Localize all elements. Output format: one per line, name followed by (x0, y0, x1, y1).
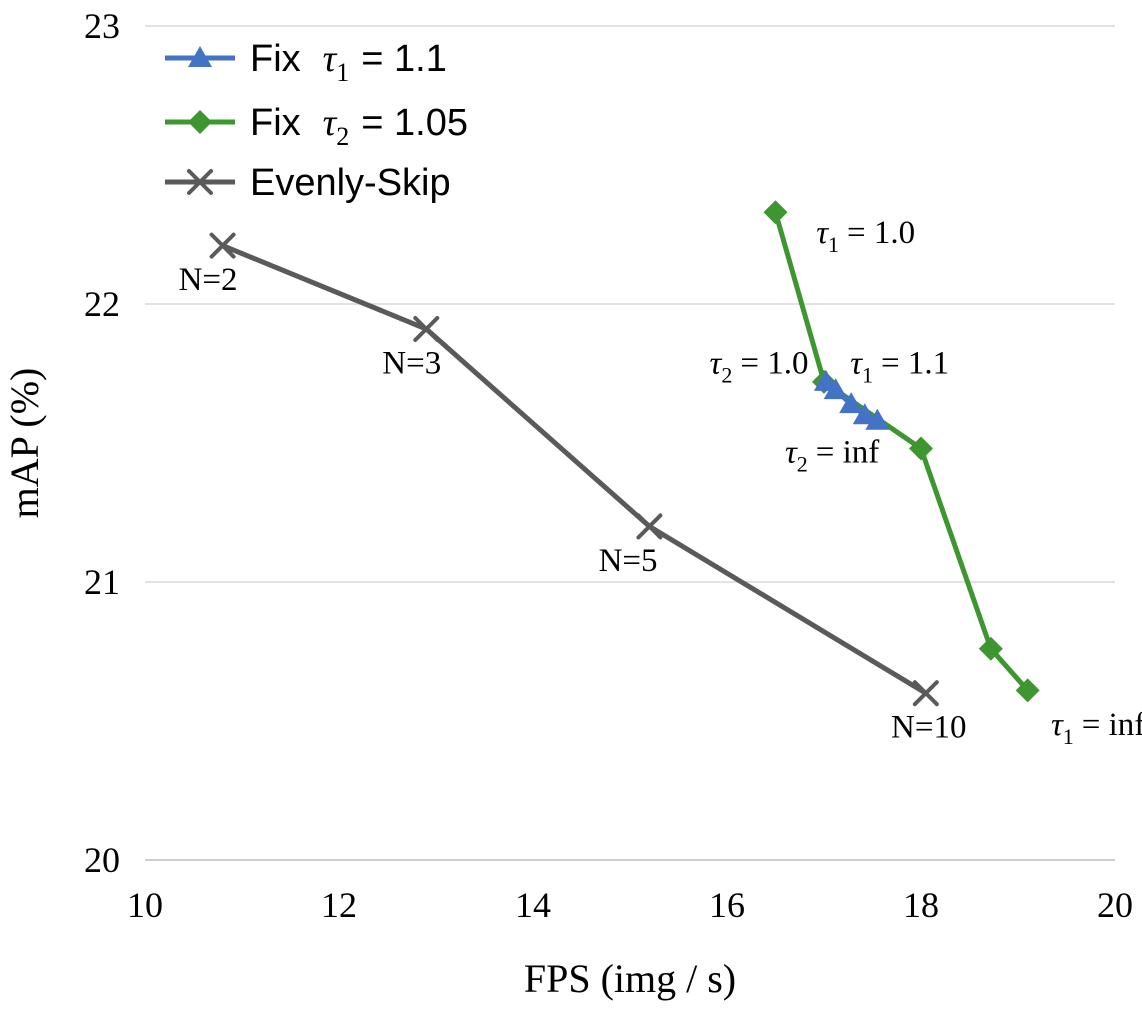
tau-subscript: 2 (797, 451, 808, 476)
tau-value: = inf (816, 434, 880, 470)
marker-x-stroke (912, 680, 939, 707)
tau-subscript: 1 (862, 363, 873, 388)
tau-symbol: τ (323, 102, 338, 144)
y-tick-label: 23 (84, 6, 120, 46)
x-tick-label: 20 (1097, 885, 1133, 925)
data-point (763, 200, 788, 225)
data-point (978, 636, 1003, 661)
data-point (209, 232, 236, 259)
data-point (909, 436, 933, 461)
x-axis-title: FPS (img / s) (524, 956, 736, 1001)
grid-lines (145, 25, 1115, 861)
data-point (1015, 678, 1040, 703)
annotation-label: N=10 (891, 710, 966, 746)
x-tick-label: 18 (903, 885, 939, 925)
annotation-label: τ2 = inf (785, 434, 879, 476)
tau-symbol: τ (785, 434, 798, 470)
data-point (839, 392, 864, 414)
tau-symbol: τ (1051, 707, 1064, 743)
legend-prefix: Fix (250, 38, 301, 80)
legend-value: = 1.1 (361, 38, 447, 80)
annotation-label: τ2 = 1.0 (710, 346, 809, 388)
tau-symbol: τ (323, 38, 338, 80)
data-point (413, 316, 440, 343)
tau-subscript: 2 (721, 363, 732, 388)
series-triangle (813, 369, 890, 430)
tau-value: = 1.0 (740, 346, 808, 382)
annotation-label: τ1 = inf (1051, 707, 1142, 749)
legend-label: Fix τ2 = 1.05 (250, 102, 468, 151)
series-line (773, 211, 1030, 693)
series-diamond (763, 200, 1040, 703)
x-tick-label: 10 (127, 885, 163, 925)
tau-value: = 1.0 (847, 215, 915, 251)
legend-value: = 1.05 (361, 102, 468, 144)
legend-marker (187, 169, 213, 195)
legend-item: Fix τ1 = 1.1 (165, 38, 447, 87)
y-axis-title: mAP (%) (2, 368, 47, 519)
annotation-label: τ1 = 1.0 (816, 215, 915, 257)
legend-marker (188, 46, 212, 67)
tau-symbol: τ (850, 346, 863, 382)
series-x (209, 232, 939, 707)
tau-subscript: 1 (828, 232, 839, 257)
data-point (865, 408, 890, 430)
annotation-label: τ1 = 1.1 (850, 346, 949, 388)
annotation-label: N=2 (179, 262, 238, 298)
marker-x-stroke (413, 316, 440, 343)
legend-marker (188, 110, 212, 134)
y-tick-label: 22 (84, 284, 120, 324)
annotation-label: N=3 (382, 346, 441, 382)
data-point (823, 378, 848, 400)
tau-subscript: 1 (336, 58, 349, 87)
y-tick-label: 21 (84, 562, 120, 602)
tau-value: = inf (1082, 707, 1142, 743)
marker-x-stroke (636, 513, 663, 540)
marker-x-stroke (209, 232, 236, 259)
annotation-label: N=5 (599, 543, 658, 579)
legend-prefix: Fix (250, 102, 301, 144)
series-line (221, 243, 928, 696)
legend-prefix: Evenly-Skip (250, 162, 451, 204)
data-point (912, 680, 939, 707)
x-tick-label: 14 (515, 885, 551, 925)
tau-subscript: 2 (336, 122, 349, 151)
x-tick-label: 12 (321, 885, 357, 925)
tau-subscript: 1 (1063, 724, 1074, 749)
x-tick-label: 16 (709, 885, 745, 925)
tau-symbol: τ (816, 215, 829, 251)
legend-label: Evenly-Skip (250, 162, 451, 204)
tau-symbol: τ (710, 346, 723, 382)
legend-item: Evenly-Skip (165, 162, 451, 204)
legend-label: Fix τ1 = 1.1 (250, 38, 447, 87)
tau-value: = 1.1 (881, 346, 949, 382)
y-tick-label: 20 (84, 840, 120, 880)
data-point (852, 403, 877, 425)
series-layer (209, 200, 1040, 707)
legend-item: Fix τ2 = 1.05 (165, 102, 468, 151)
data-point (636, 513, 663, 540)
marker-x-stroke (187, 169, 213, 195)
